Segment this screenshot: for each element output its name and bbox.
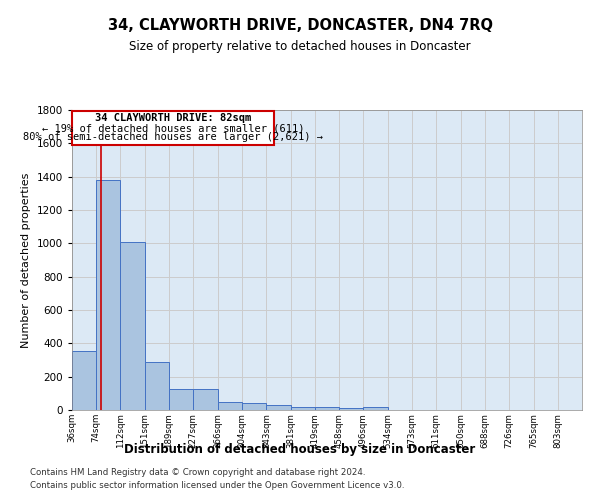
Text: Contains public sector information licensed under the Open Government Licence v3: Contains public sector information licen…	[30, 480, 404, 490]
Bar	[340, 408, 364, 410]
Y-axis label: Number of detached properties: Number of detached properties	[21, 172, 31, 348]
Bar	[266, 404, 290, 410]
Bar	[145, 362, 169, 410]
Bar	[120, 242, 145, 410]
Bar	[364, 406, 388, 410]
FancyBboxPatch shape	[72, 111, 274, 146]
Text: Contains HM Land Registry data © Crown copyright and database right 2024.: Contains HM Land Registry data © Crown c…	[30, 468, 365, 477]
Bar	[72, 351, 96, 410]
Bar	[193, 389, 218, 410]
Text: ← 19% of detached houses are smaller (611): ← 19% of detached houses are smaller (61…	[42, 124, 304, 134]
Text: Distribution of detached houses by size in Doncaster: Distribution of detached houses by size …	[124, 442, 476, 456]
Text: Size of property relative to detached houses in Doncaster: Size of property relative to detached ho…	[129, 40, 471, 53]
Bar	[290, 406, 314, 410]
Bar	[314, 407, 340, 410]
Bar	[96, 180, 120, 410]
Bar	[242, 404, 266, 410]
Text: 34 CLAYWORTH DRIVE: 82sqm: 34 CLAYWORTH DRIVE: 82sqm	[95, 114, 251, 124]
Bar	[218, 402, 242, 410]
Bar	[169, 389, 193, 410]
Text: 34, CLAYWORTH DRIVE, DONCASTER, DN4 7RQ: 34, CLAYWORTH DRIVE, DONCASTER, DN4 7RQ	[107, 18, 493, 32]
Text: 80% of semi-detached houses are larger (2,621) →: 80% of semi-detached houses are larger (…	[23, 132, 323, 142]
